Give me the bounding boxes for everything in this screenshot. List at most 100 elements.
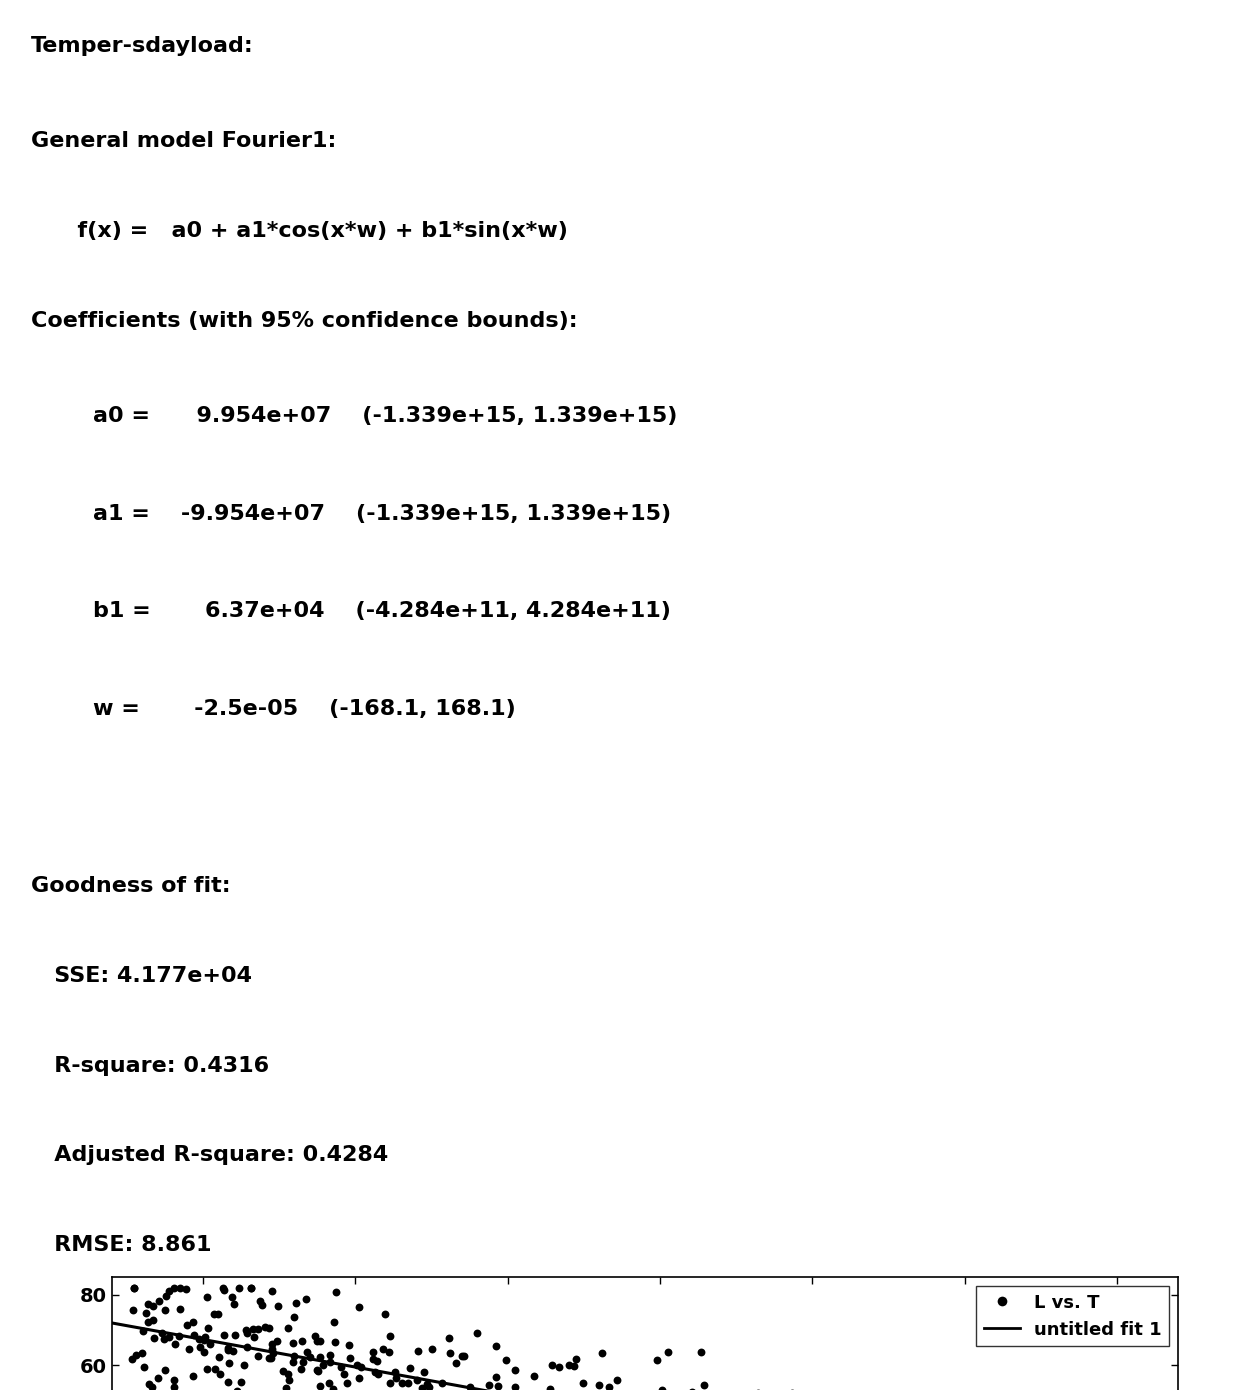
Point bbox=[384, 1361, 404, 1383]
Point bbox=[279, 1368, 299, 1390]
Point bbox=[422, 1339, 441, 1361]
Point bbox=[262, 1347, 281, 1369]
Point bbox=[218, 1372, 238, 1390]
Point bbox=[150, 1290, 170, 1312]
Point bbox=[164, 1369, 184, 1390]
Point bbox=[408, 1340, 428, 1362]
Point bbox=[182, 1311, 202, 1333]
Point bbox=[646, 1383, 666, 1390]
Point bbox=[243, 1318, 263, 1340]
Text: Adjusted R-square: 0.4284: Adjusted R-square: 0.4284 bbox=[31, 1145, 388, 1165]
Point bbox=[486, 1334, 506, 1357]
Point bbox=[300, 1347, 320, 1369]
Point bbox=[208, 1346, 228, 1368]
Point bbox=[362, 1341, 382, 1364]
Point bbox=[201, 1333, 221, 1355]
Point bbox=[217, 1339, 237, 1361]
Point bbox=[506, 1384, 526, 1390]
Text: Temper-sdayload:: Temper-sdayload: bbox=[31, 36, 254, 56]
Point bbox=[179, 1337, 198, 1359]
Point bbox=[334, 1362, 353, 1384]
Text: R-square: 0.4316: R-square: 0.4316 bbox=[31, 1055, 269, 1076]
Point bbox=[222, 1286, 242, 1308]
Point bbox=[227, 1380, 247, 1390]
Point bbox=[195, 1329, 215, 1351]
Point bbox=[497, 1386, 517, 1390]
Point bbox=[170, 1277, 190, 1300]
Point bbox=[283, 1332, 303, 1354]
Point bbox=[398, 1372, 418, 1390]
Text: w =       -2.5e-05    (-168.1, 168.1): w = -2.5e-05 (-168.1, 168.1) bbox=[31, 699, 516, 719]
Point bbox=[432, 1372, 451, 1390]
Point bbox=[407, 1369, 427, 1390]
Point bbox=[285, 1293, 305, 1315]
Point bbox=[376, 1304, 396, 1326]
Point bbox=[244, 1326, 264, 1348]
Point bbox=[630, 1387, 650, 1390]
Point bbox=[693, 1373, 713, 1390]
Point bbox=[412, 1376, 432, 1390]
Point bbox=[479, 1373, 498, 1390]
Point bbox=[159, 1326, 179, 1348]
Point bbox=[237, 1322, 257, 1344]
Point bbox=[419, 1376, 439, 1390]
Point bbox=[682, 1382, 702, 1390]
Text: SSE: 4.177e+04: SSE: 4.177e+04 bbox=[31, 966, 252, 986]
Point bbox=[417, 1372, 436, 1390]
Point bbox=[647, 1348, 667, 1371]
Point bbox=[324, 1311, 343, 1333]
Point bbox=[228, 1277, 248, 1300]
Point bbox=[331, 1355, 351, 1377]
Point bbox=[262, 1339, 281, 1361]
Point bbox=[691, 1341, 711, 1364]
Point bbox=[165, 1277, 185, 1300]
Point bbox=[352, 1355, 372, 1377]
Point bbox=[294, 1351, 314, 1373]
Legend: L vs. T, untitled fit 1: L vs. T, untitled fit 1 bbox=[976, 1286, 1169, 1346]
Point bbox=[213, 1277, 233, 1300]
Point bbox=[439, 1327, 459, 1350]
Point bbox=[308, 1330, 327, 1352]
Point bbox=[387, 1366, 407, 1389]
Point bbox=[782, 1382, 802, 1390]
Point bbox=[155, 1298, 175, 1320]
Point bbox=[379, 1341, 399, 1364]
Point bbox=[133, 1319, 153, 1341]
Point bbox=[873, 1383, 893, 1390]
Point bbox=[658, 1341, 678, 1364]
Point bbox=[296, 1287, 316, 1309]
Point bbox=[749, 1382, 769, 1390]
Point bbox=[422, 1383, 441, 1390]
Text: b1 =       6.37e+04    (-4.284e+11, 4.284e+11): b1 = 6.37e+04 (-4.284e+11, 4.284e+11) bbox=[31, 602, 671, 621]
Text: Coefficients (with 95% confidence bounds):: Coefficients (with 95% confidence bounds… bbox=[31, 311, 578, 331]
Point bbox=[591, 1341, 611, 1364]
Point bbox=[541, 1379, 560, 1390]
Point bbox=[446, 1351, 466, 1373]
Point bbox=[136, 1302, 156, 1325]
Point bbox=[310, 1330, 330, 1352]
Point bbox=[392, 1372, 412, 1390]
Point bbox=[284, 1305, 304, 1327]
Point bbox=[350, 1366, 370, 1389]
Point bbox=[608, 1369, 627, 1390]
Point bbox=[273, 1359, 293, 1382]
Point bbox=[237, 1336, 257, 1358]
Point bbox=[190, 1336, 210, 1358]
Point bbox=[486, 1366, 506, 1389]
Point bbox=[211, 1362, 231, 1384]
Point bbox=[672, 1384, 692, 1390]
Point bbox=[208, 1302, 228, 1325]
Point bbox=[505, 1376, 525, 1390]
Point bbox=[205, 1302, 224, 1325]
Point bbox=[322, 1377, 342, 1390]
Point bbox=[365, 1361, 384, 1383]
Point bbox=[248, 1318, 268, 1340]
Point bbox=[259, 1316, 279, 1339]
Point bbox=[542, 1354, 562, 1376]
Point bbox=[134, 1355, 154, 1377]
Point bbox=[341, 1347, 361, 1369]
Point bbox=[268, 1294, 288, 1316]
Point bbox=[252, 1294, 272, 1316]
Point bbox=[177, 1314, 197, 1336]
Point bbox=[367, 1350, 387, 1372]
